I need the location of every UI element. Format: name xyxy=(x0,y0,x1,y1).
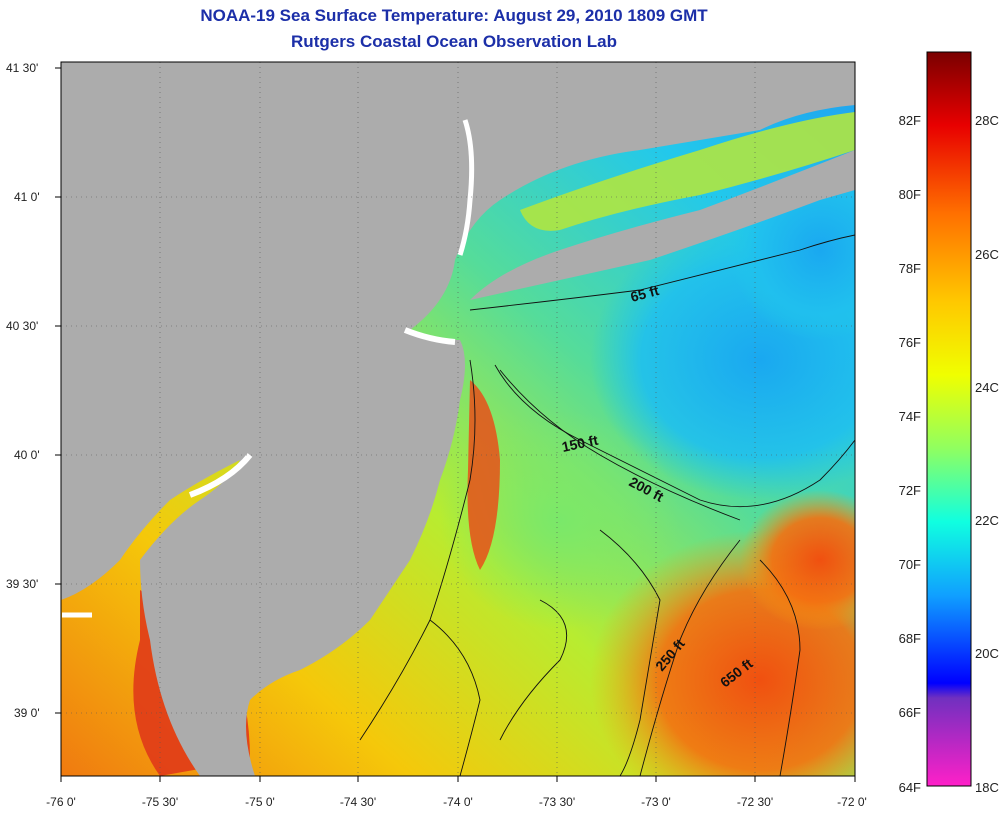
cb-c-label: 18C xyxy=(975,780,999,795)
cb-c-label: 22C xyxy=(975,513,999,528)
lon-label: -76 0' xyxy=(46,795,76,809)
cb-f-label: 64F xyxy=(899,780,921,795)
cb-f-label: 72F xyxy=(899,483,921,498)
map-plot-area: 65 ft 150 ft 200 ft 250 ft 650 ft xyxy=(61,62,855,776)
cb-f-label: 70F xyxy=(899,557,921,572)
map-grid xyxy=(61,62,855,776)
lon-label: -74 30' xyxy=(340,795,376,809)
map-title: NOAA-19 Sea Surface Temperature: August … xyxy=(200,6,708,25)
cb-f-label: 68F xyxy=(899,631,921,646)
map-subtitle: Rutgers Coastal Ocean Observation Lab xyxy=(291,32,617,51)
latitude-labels: 41 30' 41 0' 40 30' 40 0' 39 30' 39 0' xyxy=(6,61,40,720)
isobath-lines xyxy=(359,234,855,776)
lon-label: -75 0' xyxy=(245,795,275,809)
lon-label: -73 30' xyxy=(539,795,575,809)
colorbar-celsius-labels: 28C 26C 24C 22C 20C 18C xyxy=(975,113,999,795)
cb-f-label: 80F xyxy=(899,187,921,202)
cb-c-label: 26C xyxy=(975,247,999,262)
lat-label: 39 30' xyxy=(6,577,38,591)
cb-f-label: 78F xyxy=(899,261,921,276)
cb-f-label: 74F xyxy=(899,409,921,424)
cb-c-label: 24C xyxy=(975,380,999,395)
lon-label: -72 0' xyxy=(837,795,867,809)
axis-ticks xyxy=(55,67,856,782)
lat-label: 41 0' xyxy=(14,190,40,204)
lon-label: -73 0' xyxy=(641,795,671,809)
cb-f-label: 66F xyxy=(899,705,921,720)
lat-label: 41 30' xyxy=(6,61,38,75)
longitude-labels: -76 0' -75 30' -75 0' -74 30' -74 0' -73… xyxy=(46,795,867,809)
cb-c-label: 28C xyxy=(975,113,999,128)
long-island xyxy=(470,150,855,300)
lon-label: -75 30' xyxy=(142,795,178,809)
coastal-warm-streak xyxy=(467,380,500,570)
temperature-colorbar xyxy=(926,51,972,787)
long-island-sound xyxy=(520,112,855,231)
cb-f-label: 76F xyxy=(899,335,921,350)
lat-label: 40 30' xyxy=(6,319,38,333)
lat-label: 40 0' xyxy=(14,448,40,462)
colorbar-fahrenheit-labels: 82F 80F 78F 76F 74F 72F 70F 68F 66F 64F xyxy=(899,113,921,795)
contour-label-65ft: 65 ft xyxy=(629,282,661,305)
lon-label: -74 0' xyxy=(443,795,473,809)
cb-f-label: 82F xyxy=(899,113,921,128)
cb-c-label: 20C xyxy=(975,646,999,661)
lon-label: -72 30' xyxy=(737,795,773,809)
contour-label-150ft: 150 ft xyxy=(560,432,599,455)
lat-label: 39 0' xyxy=(14,706,40,720)
land-mass xyxy=(61,62,855,776)
